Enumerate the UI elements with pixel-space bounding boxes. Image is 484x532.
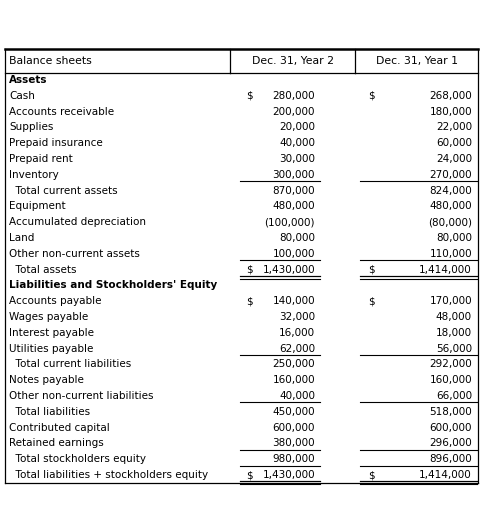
Text: 896,000: 896,000 — [429, 454, 472, 464]
Text: 24,000: 24,000 — [436, 154, 472, 164]
Text: Liabilities and Stockholders' Equity: Liabilities and Stockholders' Equity — [9, 280, 217, 290]
Text: 180,000: 180,000 — [429, 106, 472, 117]
Text: 60,000: 60,000 — [436, 138, 472, 148]
Text: 600,000: 600,000 — [272, 422, 315, 433]
Text: 110,000: 110,000 — [429, 249, 472, 259]
Text: 18,000: 18,000 — [436, 328, 472, 338]
Text: Dec. 31, Year 2: Dec. 31, Year 2 — [252, 56, 333, 65]
Text: 1,414,000: 1,414,000 — [419, 264, 472, 275]
Text: Prepaid rent: Prepaid rent — [9, 154, 73, 164]
Text: (100,000): (100,000) — [264, 217, 315, 227]
Text: 20,000: 20,000 — [279, 122, 315, 132]
Text: 160,000: 160,000 — [429, 375, 472, 385]
Text: 48,000: 48,000 — [436, 312, 472, 322]
Text: 200,000: 200,000 — [272, 106, 315, 117]
Text: Total current assets: Total current assets — [9, 186, 118, 196]
Text: Inventory: Inventory — [9, 170, 59, 180]
Text: Supplies: Supplies — [9, 122, 53, 132]
Text: Prepaid insurance: Prepaid insurance — [9, 138, 103, 148]
Text: 280,000: 280,000 — [272, 91, 315, 101]
Text: 40,000: 40,000 — [279, 138, 315, 148]
Text: $: $ — [368, 296, 375, 306]
Text: $: $ — [246, 91, 253, 101]
Text: $: $ — [368, 264, 375, 275]
Text: Accumulated depreciation: Accumulated depreciation — [9, 217, 146, 227]
Text: Cash: Cash — [9, 91, 35, 101]
Text: 22,000: 22,000 — [436, 122, 472, 132]
Text: 140,000: 140,000 — [272, 296, 315, 306]
Text: 870,000: 870,000 — [272, 186, 315, 196]
Text: 30,000: 30,000 — [279, 154, 315, 164]
Text: Total liabilities: Total liabilities — [9, 407, 90, 417]
Text: 80,000: 80,000 — [279, 233, 315, 243]
Text: 292,000: 292,000 — [429, 360, 472, 369]
Text: Notes payable: Notes payable — [9, 375, 84, 385]
Text: 268,000: 268,000 — [429, 91, 472, 101]
Text: Total liabilities + stockholders equity: Total liabilities + stockholders equity — [9, 470, 208, 480]
Text: 980,000: 980,000 — [272, 454, 315, 464]
Text: 1,430,000: 1,430,000 — [262, 470, 315, 480]
Text: Wages payable: Wages payable — [9, 312, 88, 322]
Text: Accounts payable: Accounts payable — [9, 296, 102, 306]
Text: Contributed capital: Contributed capital — [9, 422, 110, 433]
Text: 480,000: 480,000 — [429, 202, 472, 211]
Text: Retained earnings: Retained earnings — [9, 438, 104, 448]
Text: 16,000: 16,000 — [279, 328, 315, 338]
Text: Total stockholders equity: Total stockholders equity — [9, 454, 146, 464]
Text: Equipment: Equipment — [9, 202, 66, 211]
Text: 824,000: 824,000 — [429, 186, 472, 196]
Text: $: $ — [368, 91, 375, 101]
Text: 56,000: 56,000 — [436, 344, 472, 354]
Text: 1,430,000: 1,430,000 — [262, 264, 315, 275]
Text: 66,000: 66,000 — [436, 391, 472, 401]
Text: 62,000: 62,000 — [279, 344, 315, 354]
Text: Other non-current assets: Other non-current assets — [9, 249, 140, 259]
Text: 32,000: 32,000 — [279, 312, 315, 322]
Text: 450,000: 450,000 — [272, 407, 315, 417]
Text: 380,000: 380,000 — [272, 438, 315, 448]
Text: 80,000: 80,000 — [436, 233, 472, 243]
Text: 300,000: 300,000 — [272, 170, 315, 180]
Text: 100,000: 100,000 — [272, 249, 315, 259]
Text: Dec. 31, Year 1: Dec. 31, Year 1 — [376, 56, 457, 65]
Text: 250,000: 250,000 — [272, 360, 315, 369]
Text: Balance sheets: Balance sheets — [9, 56, 92, 65]
Text: $: $ — [246, 296, 253, 306]
Text: Assets: Assets — [9, 75, 47, 85]
Text: 170,000: 170,000 — [429, 296, 472, 306]
Text: Interest payable: Interest payable — [9, 328, 94, 338]
Text: 296,000: 296,000 — [429, 438, 472, 448]
Text: (80,000): (80,000) — [428, 217, 472, 227]
Text: $: $ — [246, 470, 253, 480]
Text: $: $ — [368, 470, 375, 480]
Text: 270,000: 270,000 — [429, 170, 472, 180]
Text: Other non-current liabilities: Other non-current liabilities — [9, 391, 153, 401]
Text: 480,000: 480,000 — [272, 202, 315, 211]
Text: $: $ — [246, 264, 253, 275]
Text: 518,000: 518,000 — [429, 407, 472, 417]
Text: 40,000: 40,000 — [279, 391, 315, 401]
Text: 600,000: 600,000 — [429, 422, 472, 433]
Text: Land: Land — [9, 233, 34, 243]
Text: Total current liabilities: Total current liabilities — [9, 360, 131, 369]
Text: 160,000: 160,000 — [272, 375, 315, 385]
Text: 1,414,000: 1,414,000 — [419, 470, 472, 480]
Text: Total assets: Total assets — [9, 264, 76, 275]
Text: Utilities payable: Utilities payable — [9, 344, 93, 354]
Text: Accounts receivable: Accounts receivable — [9, 106, 114, 117]
